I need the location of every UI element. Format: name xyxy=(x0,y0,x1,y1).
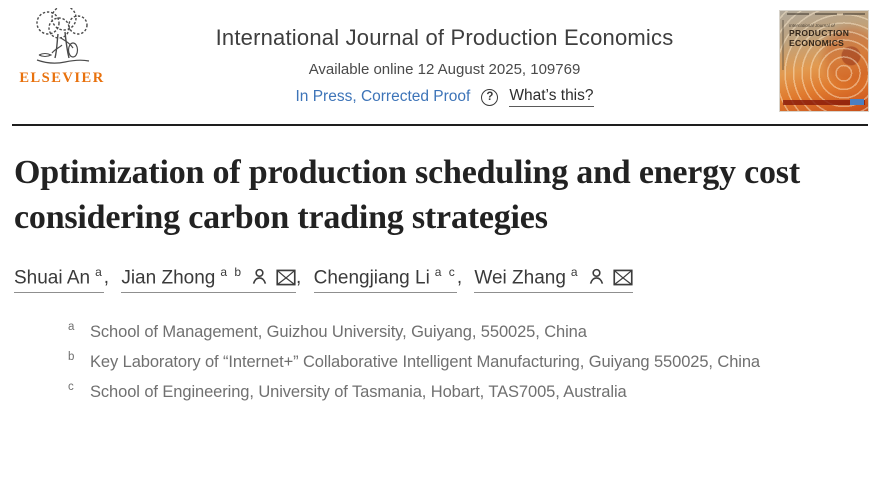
author-wei-zhang[interactable]: Wei Zhang a xyxy=(474,265,633,294)
author-affil-sup: a xyxy=(570,265,580,280)
affiliation-text: Key Laboratory of “Internet+” Collaborat… xyxy=(90,353,760,372)
help-icon[interactable]: ? xyxy=(481,88,499,106)
author-chengjiang-li[interactable]: Chengjiang Li a c xyxy=(313,265,457,294)
affiliation-b: b Key Laboratory of “Internet+” Collabor… xyxy=(68,350,865,374)
author-affil-sup: a b xyxy=(220,265,244,280)
author-jian-zhong[interactable]: Jian Zhong a b xyxy=(121,265,297,294)
affiliation-c: c School of Engineering, University of T… xyxy=(68,380,865,404)
email-icon[interactable] xyxy=(276,269,296,286)
cover-spine xyxy=(781,20,784,70)
header-divider xyxy=(12,124,868,126)
cover-top-meta xyxy=(787,13,865,15)
article-status-row: In Press, Corrected Proof ? What’s this? xyxy=(110,87,779,107)
author-name: Chengjiang Li xyxy=(313,267,430,289)
article-title: Optimization of production scheduling an… xyxy=(14,154,800,236)
affiliation-sup: c xyxy=(68,381,74,394)
cover-bottom-band xyxy=(783,100,865,105)
available-online-line: Available online 12 August 2025, 109769 xyxy=(308,61,581,78)
affiliation-sup: b xyxy=(68,351,75,364)
person-icon[interactable] xyxy=(587,267,606,286)
cover-title: PRODUCTION ECONOMICS xyxy=(789,28,850,48)
cover-publisher-badge xyxy=(850,99,864,105)
author-name: Jian Zhong xyxy=(121,267,216,289)
author-affil-sup: a c xyxy=(434,265,457,280)
affiliation-a: a School of Management, Guizhou Universi… xyxy=(68,320,865,344)
elsevier-wordmark: ELSEVIER xyxy=(19,70,105,86)
author-shuai-an[interactable]: Shuai An a xyxy=(14,265,104,294)
elsevier-tree-icon xyxy=(36,8,90,64)
author-name: Shuai An xyxy=(14,267,91,289)
author-affil-sup: a xyxy=(95,265,104,280)
author-list: Shuai An a, Jian Zhong a b, Chengjiang Li a… xyxy=(14,265,865,294)
affiliation-sup: a xyxy=(68,321,75,334)
cover-subtitle: International Journal of xyxy=(789,23,835,28)
journal-title[interactable]: International Journal of Production Econ… xyxy=(215,25,674,50)
affiliation-text: School of Engineering, University of Tas… xyxy=(90,383,627,402)
journal-header: ELSEVIER International Journal of Produc… xyxy=(0,0,879,112)
person-icon[interactable] xyxy=(250,267,269,286)
email-icon[interactable] xyxy=(613,269,633,286)
elsevier-logo[interactable]: ELSEVIER xyxy=(14,8,110,87)
affiliation-list: a School of Management, Guizhou Universi… xyxy=(0,320,865,404)
affiliation-text: School of Management, Guizhou University… xyxy=(90,323,587,342)
journal-cover-thumbnail[interactable]: International Journal of PRODUCTION ECON… xyxy=(779,10,869,112)
in-press-status: In Press, Corrected Proof xyxy=(295,88,471,105)
whats-this-link[interactable]: What’s this? xyxy=(509,87,594,107)
author-name: Wei Zhang xyxy=(474,267,566,289)
